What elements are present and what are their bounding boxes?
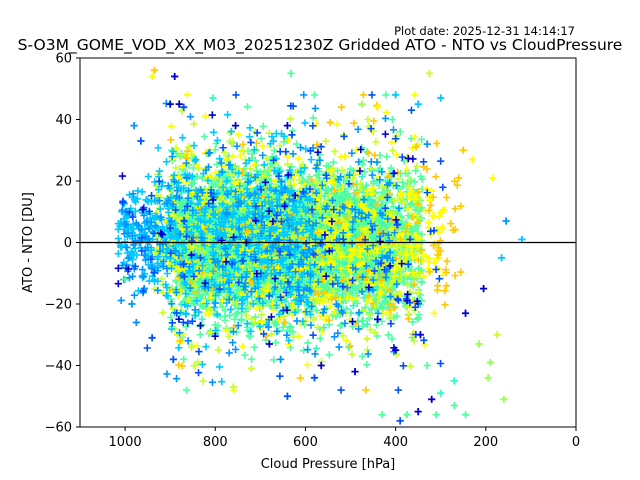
data-point — [272, 338, 280, 347]
data-point — [200, 132, 209, 141]
data-point — [399, 178, 407, 186]
data-point — [387, 195, 395, 204]
data-point — [372, 321, 381, 329]
data-point — [312, 344, 320, 353]
data-point — [418, 230, 426, 238]
data-point — [268, 153, 276, 161]
data-point — [378, 317, 386, 325]
data-point — [259, 122, 267, 130]
data-point — [167, 313, 175, 321]
data-point — [388, 335, 396, 343]
data-point — [363, 360, 371, 369]
data-point — [168, 146, 176, 154]
data-point — [361, 168, 369, 176]
data-point — [316, 334, 324, 343]
data-point — [325, 351, 333, 359]
data-point — [176, 153, 184, 161]
data-point — [226, 311, 234, 319]
data-point — [241, 351, 249, 359]
chart-title: S-O3M_GOME_VOD_XX_M03_20251230Z Gridded … — [18, 36, 623, 55]
data-point — [382, 198, 390, 206]
data-point — [361, 303, 369, 311]
data-point — [312, 306, 321, 314]
data-point — [358, 173, 366, 181]
data-point — [352, 289, 361, 298]
data-point — [189, 179, 197, 187]
data-point — [243, 103, 252, 111]
data-point — [359, 156, 368, 164]
data-point — [182, 323, 190, 331]
data-points — [114, 66, 526, 425]
plot-date: Plot date: 2025-12-31 14:14:17 — [394, 24, 575, 38]
data-point — [349, 302, 357, 310]
data-point — [213, 160, 221, 169]
data-point — [418, 175, 426, 183]
data-point — [320, 324, 328, 332]
data-point — [363, 320, 371, 328]
data-point — [412, 167, 420, 175]
